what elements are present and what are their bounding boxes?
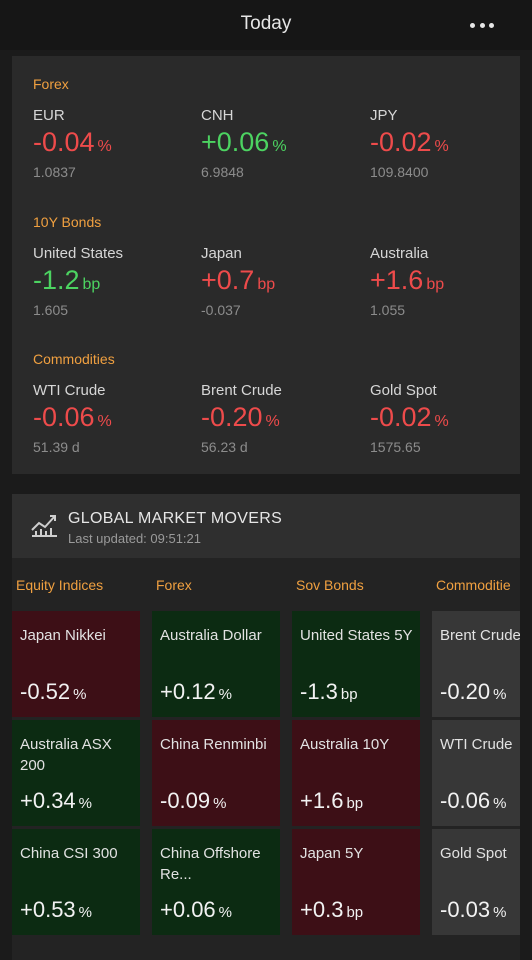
quote-brent[interactable]: Brent Crude -0.20% 56.23 d bbox=[201, 382, 361, 455]
movers-header[interactable]: GLOBAL MARKET MOVERS Last updated: 09:51… bbox=[12, 494, 520, 558]
tile-change: +0.34% bbox=[20, 788, 93, 813]
tile-change: +0.12% bbox=[160, 679, 233, 704]
quote-cnh[interactable]: CNH +0.06% 6.9848 bbox=[201, 107, 361, 180]
quote-change: -0.06% bbox=[33, 402, 112, 432]
section-title-forex: Forex bbox=[33, 76, 69, 92]
tile-name: Japan Nikkei bbox=[20, 627, 106, 644]
quote-label: Japan bbox=[201, 245, 242, 262]
col-head-forex[interactable]: Forex bbox=[156, 577, 192, 593]
quote-change: -0.02% bbox=[370, 402, 449, 432]
quote-change: +1.6 bp bbox=[370, 265, 445, 295]
market-movers-panel: GLOBAL MARKET MOVERS Last updated: 09:51… bbox=[12, 494, 520, 960]
quote-label: Gold Spot bbox=[370, 382, 437, 399]
tile-change: -0.03% bbox=[440, 897, 507, 922]
tile-name: China Renminbi bbox=[160, 736, 267, 753]
tile-name: Gold Spot bbox=[440, 845, 507, 862]
quote-value: -0.037 bbox=[201, 302, 241, 318]
mover-tile[interactable]: Gold Spot -0.03% bbox=[432, 829, 520, 935]
quote-jpy[interactable]: JPY -0.02% 109.8400 bbox=[370, 107, 530, 180]
tile-name: Australia Dollar bbox=[160, 627, 262, 644]
tile-name: Australia 10Y bbox=[300, 736, 390, 753]
quote-label: EUR bbox=[33, 107, 65, 124]
mover-tile[interactable]: Australia ASX 200 +0.34% bbox=[12, 720, 140, 826]
tile-name: China CSI 300 bbox=[20, 845, 118, 862]
quotes-panel: Forex EUR -0.04% 1.0837 CNH +0.06% 6.984… bbox=[12, 56, 520, 474]
tile-change: -1.3 bp bbox=[300, 679, 358, 704]
mover-tile[interactable]: China Renminbi -0.09% bbox=[152, 720, 280, 826]
quote-wti[interactable]: WTI Crude -0.06% 51.39 d bbox=[33, 382, 193, 455]
col-head-equity[interactable]: Equity Indices bbox=[16, 577, 104, 593]
quote-value: 1575.65 bbox=[370, 439, 421, 455]
mover-tile[interactable]: Australia Dollar +0.12% bbox=[152, 611, 280, 717]
last-updated: Last updated: 09:51:21 bbox=[68, 531, 202, 546]
quote-value: 109.8400 bbox=[370, 164, 429, 180]
quote-label: Australia bbox=[370, 245, 429, 262]
tile-name: WTI Crude bbox=[440, 736, 513, 753]
section-title-commodities: Commodities bbox=[33, 351, 115, 367]
quote-label: WTI Crude bbox=[33, 382, 106, 399]
quote-change: -1.2 bp bbox=[33, 265, 101, 295]
mover-tile[interactable]: China CSI 300 +0.53% bbox=[12, 829, 140, 935]
quote-eur[interactable]: EUR -0.04% 1.0837 bbox=[33, 107, 193, 180]
quote-value: 1.605 bbox=[33, 302, 69, 318]
mover-tile[interactable]: Japan 5Y +0.3 bp bbox=[292, 829, 420, 935]
line-chart-icon bbox=[31, 515, 57, 537]
tile-change: +0.53% bbox=[20, 897, 93, 922]
quote-change: -0.04% bbox=[33, 127, 112, 157]
mover-tile[interactable]: United States 5Y -1.3 bp bbox=[292, 611, 420, 717]
mover-tile[interactable]: WTI Crude -0.06% bbox=[432, 720, 520, 826]
tile-change: -0.52% bbox=[20, 679, 87, 704]
movers-title: GLOBAL MARKET MOVERS bbox=[68, 510, 283, 527]
tile-change: -0.20% bbox=[440, 679, 507, 704]
more-horizontal-icon[interactable] bbox=[470, 22, 494, 28]
tile-change: +1.6 bp bbox=[300, 788, 364, 813]
quote-gold[interactable]: Gold Spot -0.02% 1575.65 bbox=[370, 382, 530, 455]
tile-change: -0.06% bbox=[440, 788, 507, 813]
quote-change: -0.20% bbox=[201, 402, 280, 432]
mover-tile[interactable]: Australia 10Y +1.6 bp bbox=[292, 720, 420, 826]
tile-name: United States 5Y bbox=[300, 627, 413, 644]
app-header: Today bbox=[0, 0, 532, 50]
page-title: Today bbox=[240, 13, 292, 34]
quote-label: JPY bbox=[370, 107, 398, 124]
quote-value: 1.055 bbox=[370, 302, 406, 318]
col-head-sov-bonds[interactable]: Sov Bonds bbox=[296, 577, 364, 593]
tile-change: -0.09% bbox=[160, 788, 227, 813]
quote-value: 56.23 d bbox=[201, 439, 248, 455]
quote-value: 51.39 d bbox=[33, 439, 80, 455]
quote-japan-bond[interactable]: Japan +0.7 bp -0.037 bbox=[201, 245, 361, 318]
mover-tile[interactable]: Brent Crude -0.20% bbox=[432, 611, 520, 717]
tile-change: +0.06% bbox=[160, 897, 233, 922]
quote-value: 6.9848 bbox=[201, 164, 244, 180]
mover-tile[interactable]: China Offshore Re... +0.06% bbox=[152, 829, 280, 935]
quote-value: 1.0837 bbox=[33, 164, 76, 180]
tile-name: Japan 5Y bbox=[300, 845, 364, 862]
quote-label: United States bbox=[33, 245, 124, 262]
section-title-bonds: 10Y Bonds bbox=[33, 214, 102, 230]
quote-label: CNH bbox=[201, 107, 234, 124]
quote-change: -0.02% bbox=[370, 127, 449, 157]
quote-label: Brent Crude bbox=[201, 382, 282, 399]
quote-us-bond[interactable]: United States -1.2 bp 1.605 bbox=[33, 245, 193, 318]
tile-change: +0.3 bp bbox=[300, 897, 364, 922]
quote-change: +0.7 bp bbox=[201, 265, 276, 295]
tile-name: China Offshore Re... bbox=[160, 845, 261, 883]
quote-australia-bond[interactable]: Australia +1.6 bp 1.055 bbox=[370, 245, 530, 318]
mover-tile[interactable]: Japan Nikkei -0.52% bbox=[12, 611, 140, 717]
tile-name: Australia ASX 200 bbox=[20, 736, 112, 774]
quote-change: +0.06% bbox=[201, 127, 287, 157]
col-head-commodities[interactable]: Commoditie bbox=[436, 577, 511, 593]
tile-name: Brent Crude bbox=[440, 627, 520, 644]
